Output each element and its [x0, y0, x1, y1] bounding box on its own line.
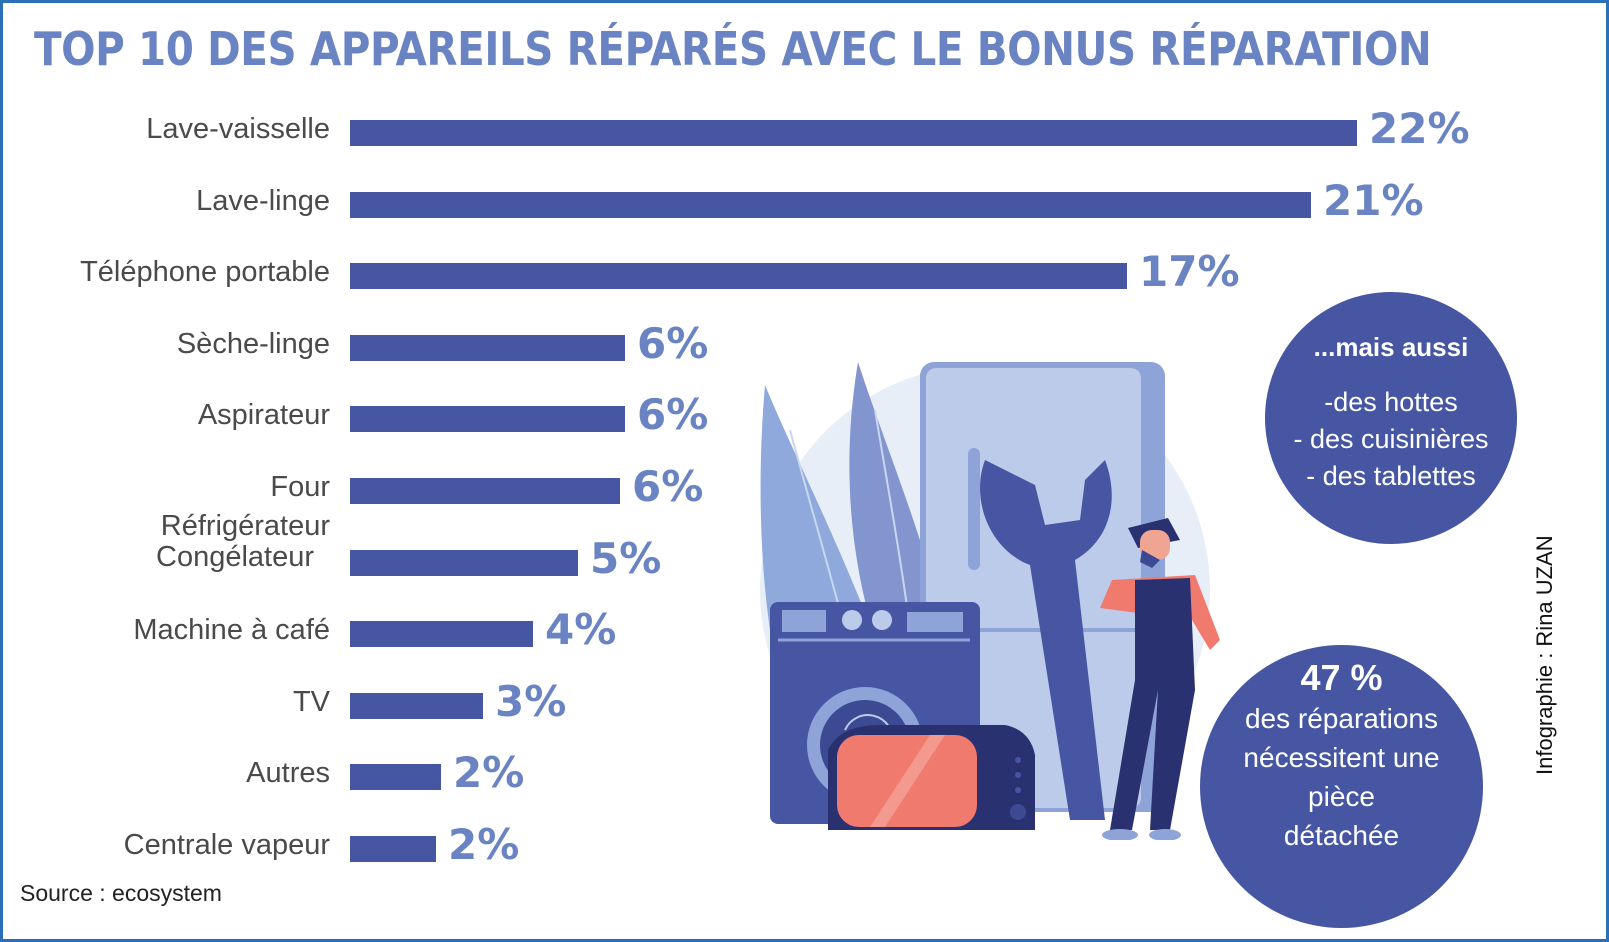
stat-description: des réparations nécessitent une pièce dé… [1200, 699, 1483, 855]
value-label: 21% [1323, 176, 1424, 225]
chart-row: Réfrigérateur Congélateur 5% [0, 511, 1609, 583]
category-label: Réfrigérateur Congélateur [0, 511, 330, 573]
category-label-line: Réfrigérateur [160, 510, 330, 542]
repairman-icon [1100, 518, 1220, 840]
stat-line: détachée [1283, 820, 1400, 851]
category-label-line: Congélateur [156, 541, 314, 573]
chart-title: TOP 10 DES APPAREILS RÉPARÉS AVEC LE BON… [34, 22, 1432, 76]
stat-line: des réparations [1244, 703, 1438, 734]
also-repaired-bubble: ...mais aussi -des hottes - des cuisiniè… [1265, 292, 1517, 544]
value-label: 6% [637, 390, 709, 439]
category-label: Four [270, 471, 330, 503]
bar [350, 192, 1311, 218]
chart-row: Téléphone portable 17% [0, 248, 1609, 296]
category-label: Machine à café [133, 614, 330, 646]
value-label: 4% [545, 605, 617, 654]
bar [350, 478, 620, 504]
value-label: 2% [453, 748, 525, 797]
value-label: 2% [448, 820, 520, 869]
also-item: - des tablettes [1306, 461, 1476, 491]
value-label: 3% [495, 677, 567, 726]
spare-part-stat-bubble: 47 % des réparations nécessitent une piè… [1200, 645, 1483, 928]
chart-row: TV 3% [0, 678, 1609, 726]
chart-row: Centrale vapeur 2% [0, 821, 1609, 869]
category-label: Autres [246, 757, 330, 789]
value-label: 6% [632, 462, 704, 511]
microwave-icon [828, 725, 1035, 830]
chart-row: Aspirateur 6% [0, 391, 1609, 439]
value-label: 17% [1139, 247, 1240, 296]
bar [350, 764, 441, 790]
category-label: TV [292, 686, 330, 718]
value-label: 6% [637, 319, 709, 368]
also-heading: ...mais aussi [1313, 332, 1469, 362]
category-label: Sèche-linge [176, 328, 330, 360]
bar [350, 550, 578, 576]
category-label: Téléphone portable [80, 256, 330, 288]
bar [350, 693, 483, 719]
value-label: 22% [1369, 104, 1470, 153]
stat-line: nécessitent une [1243, 742, 1440, 773]
chart-row: Lave-linge 21% [0, 177, 1609, 225]
category-label: Centrale vapeur [123, 829, 330, 861]
chart-row: Autres 2% [0, 749, 1609, 797]
chart-row: Lave-vaisselle 22% [0, 105, 1609, 153]
bar [350, 836, 436, 862]
chart-row: Sèche-linge 6% [0, 320, 1609, 368]
source-note: Source : ecosystem [20, 880, 222, 906]
chart-row: Machine à café 4% [0, 606, 1609, 654]
also-item: - des cuisinières [1293, 424, 1489, 454]
also-list: -des hottes - des cuisinières - des tabl… [1265, 384, 1517, 495]
chart-row: Four 6% [0, 463, 1609, 511]
category-label: Lave-linge [196, 185, 330, 217]
repair-illustration [760, 362, 1220, 840]
value-label: 5% [590, 534, 662, 583]
bar [350, 406, 625, 432]
also-item: -des hottes [1324, 387, 1458, 417]
bar [350, 335, 625, 361]
bar [350, 263, 1127, 289]
stat-line: pièce [1308, 781, 1375, 812]
infographic-credit: Infographie : Rina UZAN [1532, 535, 1557, 775]
category-label: Lave-vaisselle [146, 113, 330, 145]
category-label: Aspirateur [197, 399, 330, 431]
stat-figure: 47 % [1300, 657, 1383, 698]
bar [350, 621, 533, 647]
bar [350, 120, 1357, 146]
